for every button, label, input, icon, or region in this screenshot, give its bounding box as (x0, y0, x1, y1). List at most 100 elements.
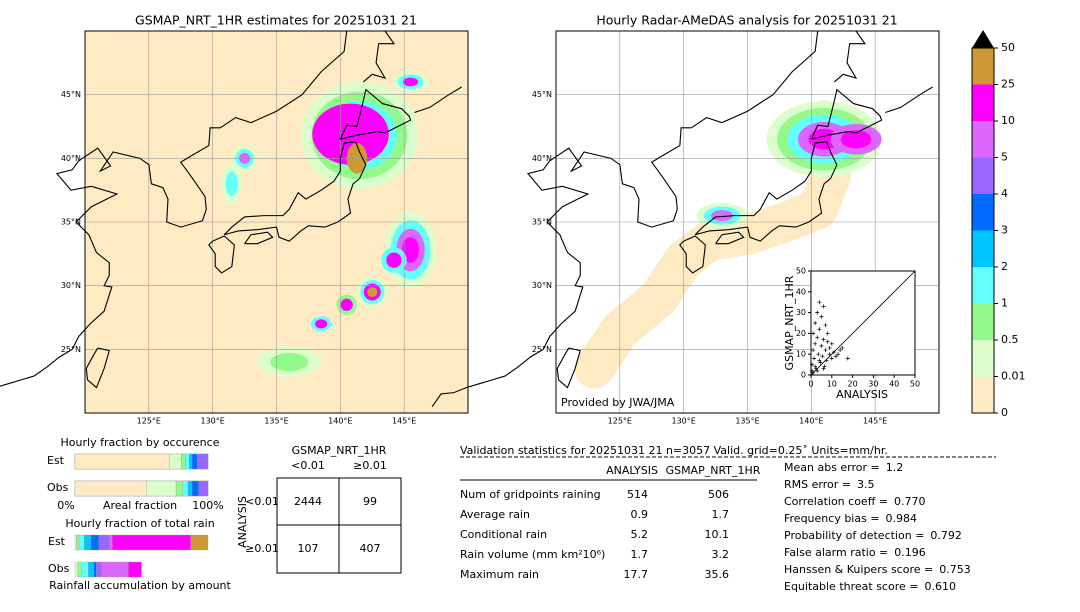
ct-cell: 107 (298, 542, 319, 555)
bar-segment (74, 561, 78, 578)
x-tick-label: 20 (848, 380, 858, 389)
y-tick-label: 30 (796, 308, 806, 317)
rain-area (315, 319, 328, 329)
bar-segment (191, 453, 198, 470)
rain-area (840, 130, 872, 149)
scatter-point (810, 368, 815, 373)
scatter-point (825, 331, 830, 336)
coastline (223, 141, 367, 242)
colorbar-segment (972, 230, 994, 267)
val-row-label: Rain volume (mm km²10⁶) (460, 548, 605, 561)
lat-label: 25°N (532, 345, 552, 354)
lat-label: 35°N (532, 218, 552, 227)
scatter-point (845, 356, 850, 361)
axis-caption: Rainfall accumulation by amount (49, 579, 231, 592)
bar-segment (76, 534, 80, 551)
val-col: GSMAP_NRT_1HR (666, 464, 761, 477)
row-label: Obs (47, 481, 69, 494)
bar-segment (81, 561, 89, 578)
colorbar-label: 0 (1001, 406, 1008, 419)
val-title: Validation statistics for 20251031 21 n=… (460, 444, 888, 457)
bar-segment (190, 534, 209, 551)
scatter-point (825, 339, 830, 344)
map: 125°E 130°E 135°E 140°E 145°E 25°N 30°N 35°N 40°… (431, 30, 940, 426)
scatter-point (827, 352, 832, 357)
axis-right: 100% (192, 499, 223, 512)
scatter-point (833, 354, 838, 359)
row-label: Est (47, 454, 65, 467)
scatter-point (813, 321, 818, 325)
score: Probability of detection = 0.792 (784, 529, 962, 542)
lon-label: 140°E (328, 417, 352, 426)
colorbar-segment (972, 84, 994, 121)
coastline (694, 141, 838, 242)
score: Equitable threat score = 0.610 (784, 580, 956, 593)
scatter-point (819, 314, 824, 319)
scatter-point (829, 356, 834, 361)
colorbar-segment (972, 376, 994, 413)
lon-label: 145°E (392, 417, 416, 426)
ct-title: GSMAP_NRT_1HR (292, 444, 387, 457)
scatter-point (817, 327, 822, 332)
coastline (885, 86, 933, 114)
lat-label: 30°N (532, 281, 552, 290)
val-value: 35.6 (705, 568, 730, 581)
axis-caption: Areal fraction (103, 499, 177, 512)
axis-left: 0% (57, 499, 74, 512)
bar-segment (109, 534, 113, 551)
score-label: Hanssen & Kuipers score = (784, 563, 933, 576)
scatter-point (824, 358, 829, 363)
lon-label: 130°E (672, 417, 696, 426)
val-value: 3.2 (712, 548, 730, 561)
score-value: 3.5 (857, 478, 875, 491)
ct-row: ≥0.01 (245, 542, 279, 555)
ct-cell: 99 (363, 495, 377, 508)
scatter-point (829, 341, 834, 346)
coastline (362, 30, 396, 83)
scatter-point (823, 323, 828, 328)
scatter-point (821, 366, 826, 371)
scatter-point (815, 368, 820, 373)
val-value: 506 (708, 488, 729, 501)
coastline (0, 127, 221, 387)
scatter-point (838, 348, 843, 353)
row-label: Obs (48, 562, 70, 575)
val-value: 1.7 (631, 548, 649, 561)
colorbar-label: 3 (1001, 224, 1008, 237)
bar-segment (74, 534, 77, 551)
rain-area (270, 352, 309, 372)
map-frame (84, 30, 469, 414)
scatter-point (816, 352, 821, 357)
colorbar-frame (971, 47, 995, 414)
lon-label: 140°E (799, 417, 823, 426)
bar-segment (74, 480, 147, 497)
bar-segment (181, 453, 186, 470)
lat-label: 30°N (61, 281, 81, 290)
lat-label: 40°N (532, 154, 552, 163)
bar-segment (78, 534, 85, 551)
scatter-point (820, 354, 825, 359)
bar-segment (146, 480, 177, 497)
coastline (339, 88, 412, 140)
bar-segment (98, 534, 110, 551)
scatter-point (822, 364, 827, 369)
score-label: RMS error = (784, 478, 851, 491)
ct-cell: 2444 (294, 495, 322, 508)
coastline (431, 127, 692, 407)
bar-segment (187, 480, 193, 497)
val-value: 1.7 (712, 508, 730, 521)
scatter-point (818, 360, 823, 365)
rain-area (402, 237, 420, 263)
colorbar-segment (972, 157, 994, 194)
bar-segment (191, 480, 199, 497)
colorbar-label: 5 (1001, 151, 1008, 164)
right-title: Hourly Radar-AMeDAS analysis for 2025103… (596, 13, 897, 28)
one-to-one (810, 270, 916, 376)
colorbar-label: 2 (1001, 260, 1008, 273)
x-tick-label: 10 (827, 380, 837, 389)
val-row-label: Num of gridpoints raining (460, 488, 601, 501)
lat-label: 40°N (61, 154, 81, 163)
bar-segment (189, 453, 193, 470)
bar-segment (198, 480, 209, 497)
